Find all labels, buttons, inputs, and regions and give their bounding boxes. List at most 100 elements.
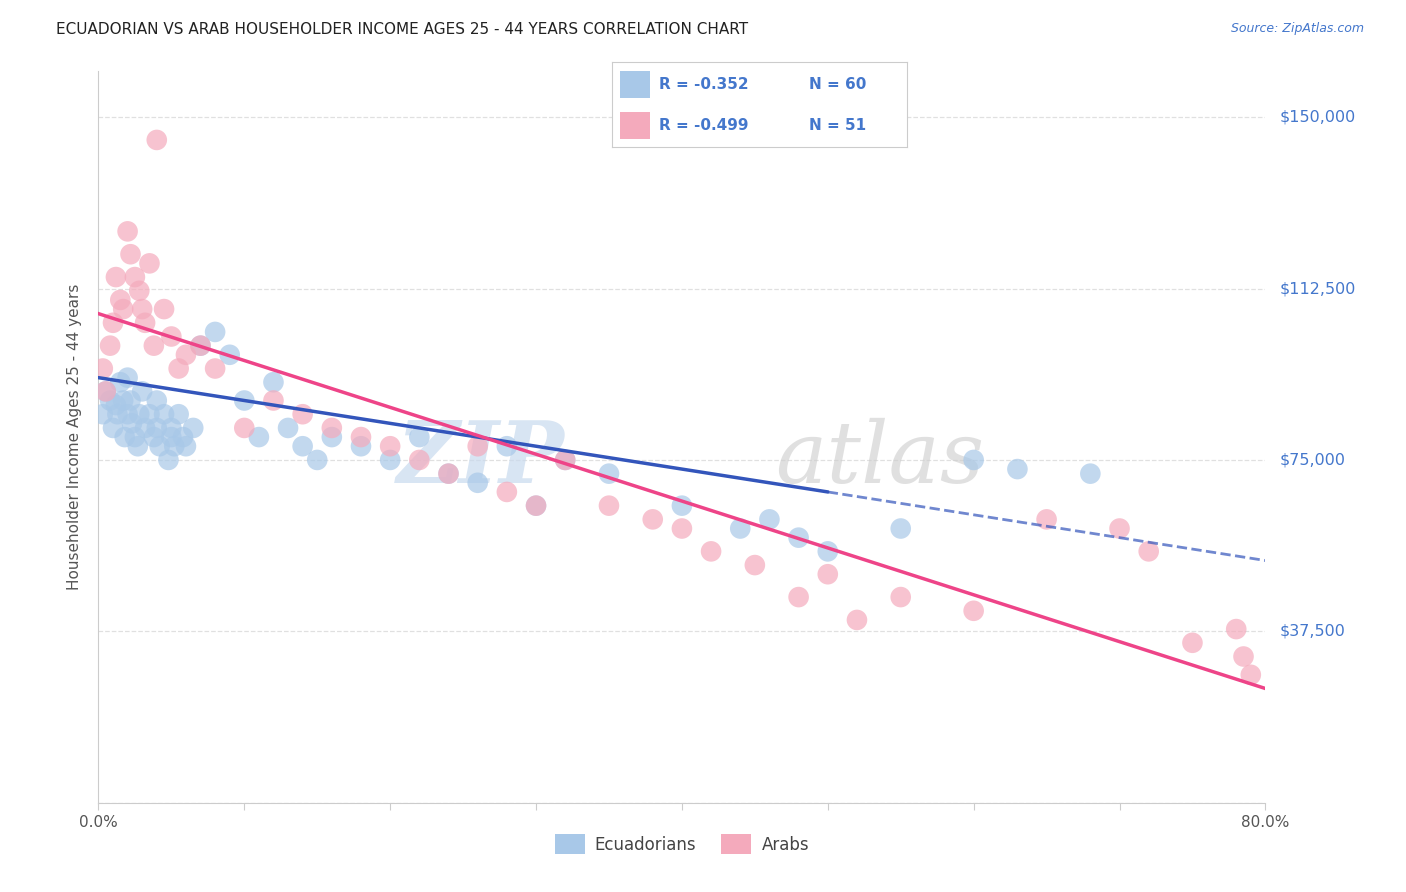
- Point: [437, 467, 460, 481]
- Point: [554, 453, 576, 467]
- Point: [641, 512, 664, 526]
- Point: [321, 430, 343, 444]
- Point: [247, 430, 270, 444]
- Point: [263, 375, 285, 389]
- Point: [671, 499, 693, 513]
- Point: [117, 407, 139, 421]
- Point: [1232, 649, 1254, 664]
- Point: [110, 375, 132, 389]
- Point: [408, 430, 430, 444]
- Point: [146, 393, 169, 408]
- Point: [408, 453, 430, 467]
- Point: [157, 453, 180, 467]
- Point: [321, 421, 343, 435]
- Text: atlas: atlas: [775, 417, 984, 500]
- Point: [350, 430, 373, 444]
- Point: [962, 604, 984, 618]
- Point: [101, 421, 124, 435]
- Point: [131, 384, 153, 399]
- Point: [962, 453, 984, 467]
- Point: [142, 338, 165, 352]
- Point: [204, 325, 226, 339]
- Point: [437, 467, 460, 481]
- Bar: [620, 71, 650, 98]
- Point: [277, 421, 299, 435]
- Point: [524, 499, 547, 513]
- Point: [890, 590, 912, 604]
- Point: [174, 348, 197, 362]
- Point: [104, 270, 127, 285]
- Point: [104, 398, 127, 412]
- Point: [598, 499, 620, 513]
- Point: [787, 531, 810, 545]
- Point: [1181, 636, 1204, 650]
- Point: [846, 613, 869, 627]
- Point: [94, 384, 117, 399]
- Point: [128, 407, 150, 421]
- Point: [131, 301, 153, 317]
- Point: [128, 284, 150, 298]
- Point: [350, 439, 373, 453]
- Point: [146, 421, 169, 435]
- Y-axis label: Householder Income Ages 25 - 44 years: Householder Income Ages 25 - 44 years: [67, 284, 83, 591]
- Point: [1225, 622, 1247, 636]
- Point: [153, 407, 176, 421]
- Point: [167, 407, 190, 421]
- Point: [114, 430, 136, 444]
- Point: [817, 544, 839, 558]
- Point: [1137, 544, 1160, 558]
- Point: [134, 421, 156, 435]
- Point: [127, 439, 149, 453]
- Point: [1080, 467, 1102, 481]
- Point: [98, 338, 121, 352]
- Point: [758, 512, 780, 526]
- Point: [101, 316, 124, 330]
- Text: $150,000: $150,000: [1279, 110, 1355, 125]
- Point: [787, 590, 810, 604]
- Point: [1007, 462, 1029, 476]
- Point: [730, 521, 752, 535]
- Text: R = -0.499: R = -0.499: [659, 118, 748, 133]
- Point: [91, 361, 114, 376]
- Text: $37,500: $37,500: [1279, 624, 1346, 639]
- Point: [160, 329, 183, 343]
- Point: [380, 453, 402, 467]
- Point: [121, 417, 143, 431]
- Point: [138, 256, 160, 270]
- Point: [233, 393, 256, 408]
- Point: [671, 521, 693, 535]
- Point: [496, 484, 519, 499]
- Point: [1108, 521, 1130, 535]
- Point: [598, 467, 620, 481]
- Text: ZIP: ZIP: [398, 417, 565, 500]
- Point: [467, 439, 489, 453]
- Point: [524, 499, 547, 513]
- Point: [167, 361, 190, 376]
- Point: [890, 521, 912, 535]
- Point: [380, 439, 402, 453]
- Point: [124, 430, 146, 444]
- Point: [120, 247, 142, 261]
- Point: [307, 453, 329, 467]
- Bar: [620, 112, 650, 139]
- Point: [172, 430, 194, 444]
- Text: N = 60: N = 60: [810, 77, 868, 92]
- Point: [467, 475, 489, 490]
- Point: [174, 439, 197, 453]
- Text: Source: ZipAtlas.com: Source: ZipAtlas.com: [1230, 22, 1364, 36]
- Point: [117, 370, 139, 384]
- Point: [105, 407, 128, 421]
- Point: [817, 567, 839, 582]
- Point: [1240, 667, 1263, 681]
- Point: [134, 316, 156, 330]
- Text: N = 51: N = 51: [810, 118, 866, 133]
- Point: [142, 430, 165, 444]
- Point: [190, 338, 212, 352]
- Point: [91, 407, 114, 421]
- Point: [163, 439, 186, 453]
- Legend: Ecuadorians, Arabs: Ecuadorians, Arabs: [548, 828, 815, 860]
- Point: [496, 439, 519, 453]
- Point: [146, 133, 169, 147]
- Point: [700, 544, 723, 558]
- Point: [291, 439, 314, 453]
